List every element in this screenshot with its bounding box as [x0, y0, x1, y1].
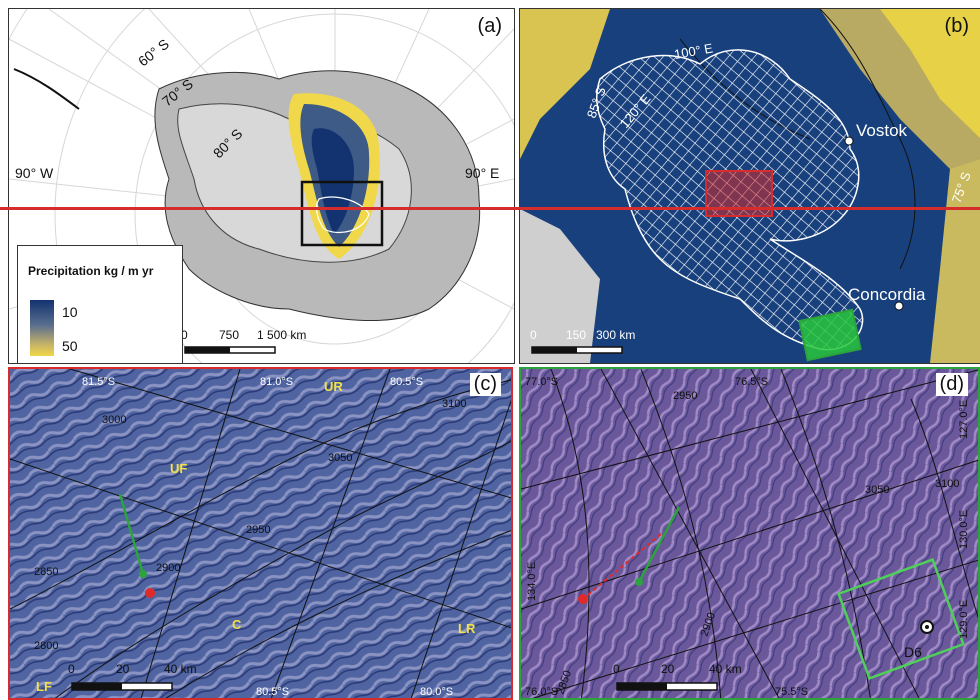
- contour-2850: 2850: [34, 566, 58, 578]
- green-study-box: [837, 558, 965, 680]
- panel-d: D6 77.0°S 76.5°S 76.0°S 75.5°S 127.0°E 1…: [519, 367, 980, 700]
- subregion-box: [300, 180, 384, 247]
- scale-300: 300 km: [596, 328, 635, 342]
- station-concordia: Concordia: [848, 285, 926, 304]
- lon-label-129e: 129.0°E: [958, 600, 970, 639]
- panel-a: 60° S 70° S 80° S 90° W 90° E 0 750 1 50…: [8, 8, 515, 364]
- panel-label-b: (b): [944, 15, 969, 37]
- annot-ur: UR: [324, 379, 343, 394]
- contour-2900: 2900: [156, 562, 180, 574]
- station-d6: D6: [904, 644, 922, 660]
- scale-150: 150: [566, 328, 586, 342]
- annot-lf: LF: [36, 679, 52, 694]
- lat-label-60: 60° S: [135, 36, 172, 70]
- antarctica-map: 60° S 70° S 80° S 90° W 90° E 0 750 1 50…: [9, 9, 514, 363]
- red-dashed-arrow: [582, 533, 662, 600]
- legend-title: Precipitation kg / m yr: [28, 264, 154, 278]
- legend-value-high: 10: [62, 304, 78, 320]
- lat-label-77-0: 77.0°S: [525, 376, 558, 388]
- panel-b: Vostok Concordia 100° E 120° E 85° S 75°…: [519, 8, 980, 364]
- legend-color-ramp: [30, 300, 54, 356]
- panel-label-a: (a): [477, 15, 502, 37]
- lat-label-81-5: 81.5°S: [82, 376, 115, 388]
- annot-lr: LR: [458, 621, 476, 636]
- scale-750: 750: [219, 328, 239, 342]
- scale-20: 20: [661, 662, 675, 676]
- contour-3100: 3100: [442, 398, 466, 410]
- scale-0: 0: [181, 328, 188, 342]
- lon-label-east: 90° E: [465, 165, 499, 181]
- lon-label-130e: 130.0°E: [958, 510, 970, 549]
- contour-2950: 2950: [673, 390, 697, 402]
- lat-label-76-5: 76.5°S: [735, 376, 768, 388]
- scale-20: 20: [116, 662, 130, 676]
- green-arrow: [118, 493, 145, 575]
- green-point: [139, 570, 147, 578]
- lon-label-127e: 127.0°E: [958, 400, 970, 439]
- concordia-marker: [894, 301, 904, 311]
- red-point: [578, 594, 588, 604]
- contour-3050: 3050: [328, 452, 352, 464]
- scale-40: 40 km: [709, 662, 742, 676]
- lat-label-81-0: 81.0°S: [260, 376, 293, 388]
- green-point: [635, 578, 643, 586]
- contour-3000: 3000: [102, 414, 126, 426]
- precip-grid-map: Vostok Concordia 100° E 120° E 85° S 75°…: [520, 9, 980, 363]
- lat-label-80-5-top: 80.5°S: [390, 376, 423, 388]
- legend-value-low: 50: [62, 338, 78, 354]
- contour-3100: 3100: [935, 478, 959, 490]
- scale-1500: 1 500 km: [257, 328, 306, 342]
- station-vostok: Vostok: [856, 121, 908, 140]
- lon-label-134e: 134.0°E: [526, 562, 538, 601]
- scale-0: 0: [530, 328, 537, 342]
- lat-label-76-0: 76.0°S: [525, 686, 558, 698]
- lat-label-80-5-bottom: 80.5°S: [256, 686, 289, 698]
- contour-2800: 2800: [34, 640, 58, 652]
- scale-0: 0: [613, 662, 620, 676]
- contour-2950: 2950: [246, 524, 270, 536]
- panel-label-d: (d): [935, 373, 968, 396]
- green-study-box: [798, 308, 862, 362]
- transect-line: [0, 207, 980, 210]
- vostok-marker: [844, 136, 854, 146]
- annot-uf: UF: [170, 461, 187, 476]
- lon-label-west: 90° W: [15, 165, 54, 181]
- scale-0: 0: [68, 662, 75, 676]
- panel-label-c: (c): [469, 373, 501, 396]
- contour-3050: 3050: [865, 484, 889, 496]
- green-arrow: [637, 506, 681, 583]
- precipitation-legend: Precipitation kg / m yr 10 50: [17, 245, 183, 363]
- lat-label-80-0: 80.0°S: [420, 686, 453, 698]
- lon-label-100e: 100° E: [673, 40, 715, 62]
- panel-c: 81.5°S 81.0°S 80.5°S 80.5°S 80.0°S 3000 …: [8, 367, 513, 700]
- scale-40: 40 km: [164, 662, 197, 676]
- annot-c: C: [232, 617, 242, 632]
- satellite-image-c: 81.5°S 81.0°S 80.5°S 80.5°S 80.0°S 3000 …: [10, 369, 511, 698]
- red-point: [145, 588, 155, 598]
- satellite-image-d: D6 77.0°S 76.5°S 76.0°S 75.5°S 127.0°E 1…: [521, 369, 978, 698]
- lat-label-75-5: 75.5°S: [775, 686, 808, 698]
